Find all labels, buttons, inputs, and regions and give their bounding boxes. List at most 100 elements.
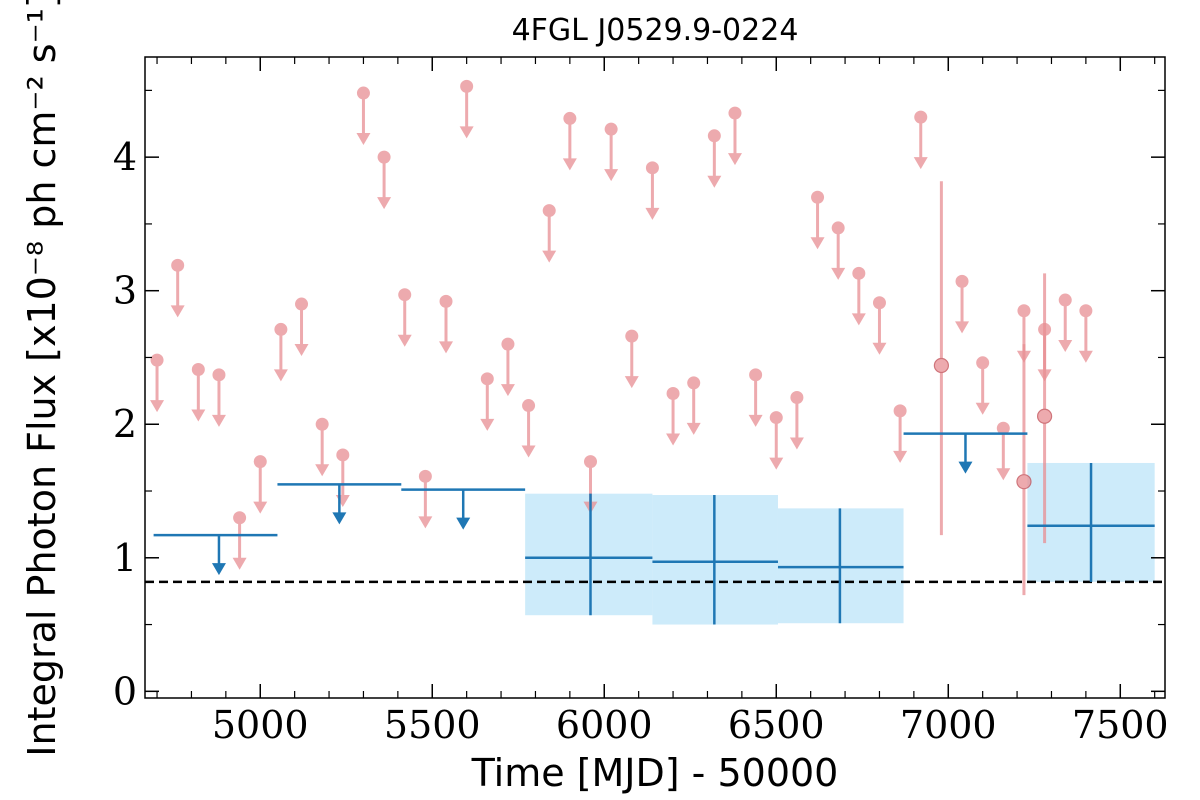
upper-limit-point [212, 368, 226, 382]
upper-limit-marker [789, 391, 804, 450]
upper-limit-arrowhead [686, 422, 701, 435]
upper-limit-arrowhead [996, 468, 1011, 481]
upper-limit-point [480, 372, 494, 386]
upper-limit-marker [315, 417, 330, 477]
upper-limit-marker [459, 79, 474, 139]
long-upper-limit-arrowhead [211, 563, 226, 576]
upper-limit-arrowhead [377, 197, 392, 210]
upper-limit-point [852, 266, 866, 280]
upper-limit-arrowhead [211, 414, 226, 427]
x-tick-label: 5500 [384, 703, 481, 747]
upper-limit-marker [624, 329, 639, 389]
upper-limit-point [1079, 304, 1093, 318]
upper-limit-point [460, 79, 474, 93]
upper-limit-marker [645, 161, 660, 220]
upper-limit-arrowhead [459, 126, 474, 139]
upper-limit-point [831, 221, 845, 235]
upper-limit-arrowhead [707, 175, 722, 188]
upper-limit-point [976, 356, 990, 370]
upper-limit-arrowhead [418, 516, 433, 529]
upper-limit-arrowhead [232, 557, 247, 570]
long-upper-limit-arrowhead [456, 517, 471, 530]
upper-limit-marker [500, 337, 515, 397]
upper-limit-marker [170, 258, 185, 318]
upper-limit-arrowhead [913, 157, 928, 170]
upper-limit-marker [397, 288, 412, 347]
upper-limit-arrowhead [831, 267, 846, 280]
long-detection [1027, 462, 1155, 582]
upper-limit-arrowhead [604, 169, 619, 182]
long-detection [525, 493, 653, 616]
upper-limit-marker [232, 511, 247, 570]
upper-limit-point [728, 106, 742, 120]
long-upper-limit [153, 533, 278, 576]
upper-limit-arrowhead [521, 445, 536, 458]
upper-limit-point [295, 297, 309, 311]
upper-limit-point [542, 204, 556, 218]
short-bin-points [150, 79, 1093, 596]
upper-limit-marker [604, 122, 619, 182]
long-detection [777, 508, 904, 624]
x-tick-label: 7000 [900, 703, 997, 747]
upper-limit-point [583, 455, 597, 469]
upper-limit-marker [191, 362, 206, 422]
long-detection [652, 495, 778, 625]
upper-limit-point [377, 150, 391, 164]
upper-limit-marker [418, 469, 433, 529]
detection-point [1036, 408, 1053, 424]
upper-limit-arrowhead [191, 409, 206, 422]
upper-limit-point [191, 362, 205, 376]
upper-limit-point [171, 258, 185, 272]
upper-limit-marker [831, 221, 846, 280]
upper-limit-point [439, 294, 453, 308]
upper-limit-arrowhead [727, 153, 742, 166]
y-tick-label: 2 [113, 402, 137, 446]
upper-limit-marker [377, 150, 392, 210]
long-upper-limit [401, 488, 526, 530]
upper-limit-point [522, 399, 536, 413]
upper-limit-marker [356, 86, 371, 146]
upper-limit-arrowhead [294, 344, 309, 357]
upper-limit-arrowhead [872, 342, 887, 355]
upper-limit-marker [748, 368, 763, 427]
upper-limit-point [914, 110, 928, 124]
upper-limit-arrowhead [955, 321, 970, 334]
x-tick-label: 6500 [728, 703, 825, 747]
upper-limit-marker [294, 297, 309, 357]
upper-limit-arrowhead [397, 334, 412, 347]
upper-limit-marker [975, 356, 990, 415]
x-tick-label: 5000 [212, 703, 309, 747]
upper-limit-point [666, 387, 680, 401]
upper-limit-marker [955, 274, 970, 334]
upper-limit-marker [480, 372, 495, 431]
upper-limit-marker [666, 387, 681, 446]
upper-limit-point [563, 111, 577, 125]
upper-limit-point [625, 329, 639, 343]
plot-frame [144, 56, 1166, 699]
detection-marker [933, 181, 949, 536]
y-tick-label: 1 [113, 536, 137, 580]
flux-band [525, 493, 653, 616]
detection-point [933, 357, 949, 374]
long-bin-points [153, 432, 1155, 625]
upper-limit-point [274, 322, 288, 336]
upper-limit-arrowhead [500, 384, 515, 397]
upper-limit-point [872, 296, 886, 310]
y-axis-label: Integral Photon Flux [x10⁻⁸ ph cm⁻² s⁻¹] [20, 0, 64, 757]
upper-limit-marker [707, 129, 722, 188]
upper-limit-arrowhead [1078, 350, 1093, 363]
upper-limit-point [315, 417, 329, 431]
upper-limit-point [398, 288, 412, 302]
upper-limit-point [356, 86, 370, 100]
upper-limit-arrowhead [810, 237, 825, 250]
upper-limit-arrowhead [769, 457, 784, 470]
upper-limit-point [418, 469, 432, 483]
upper-limit-marker [913, 110, 928, 170]
upper-limit-point [233, 511, 247, 525]
upper-limit-marker [150, 353, 165, 413]
upper-limit-arrowhead [356, 133, 371, 146]
long-upper-limit-arrowhead [958, 461, 973, 474]
upper-limit-point [604, 122, 618, 136]
upper-limit-arrowhead [645, 207, 660, 220]
upper-limit-point [769, 411, 783, 425]
